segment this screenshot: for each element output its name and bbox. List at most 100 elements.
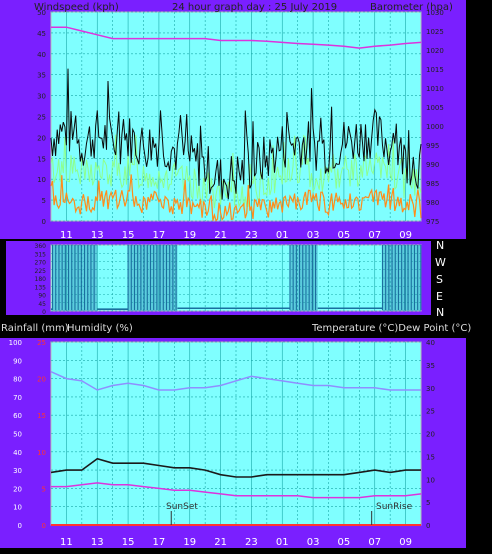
x-tick-label: 17 — [153, 230, 166, 241]
y-tick-label-temperature: 30 — [426, 385, 435, 393]
y-tick-label-windspeed: 35 — [37, 72, 46, 80]
y-tick-label-windspeed: 20 — [37, 134, 46, 142]
y-tick-label-humidity: 80 — [13, 376, 22, 384]
barometer-axis-title: Barometer (hpa) — [370, 2, 453, 13]
y-tick-label-temperature: 0 — [426, 522, 430, 530]
y-tick-label-temperature: 5 — [426, 499, 430, 507]
y-tick-label-barometer: 1030 — [426, 9, 444, 17]
x-tick-label: 19 — [183, 230, 196, 241]
humidity-axis-title: Humidity (%) — [67, 323, 133, 334]
x-tick-label: 03 — [307, 537, 320, 548]
y-tick-label-windspeed: 40 — [37, 51, 46, 59]
y-tick-label-humidity: 40 — [13, 449, 22, 457]
x-tick-label: 01 — [276, 230, 289, 241]
y-tick-label-humidity: 70 — [13, 394, 22, 402]
y-tick-label-humidity: 60 — [13, 412, 22, 420]
temperature-line — [50, 371, 421, 391]
dewpoint-line — [50, 457, 421, 478]
y-tick-label-windspeed: 0 — [42, 218, 46, 226]
y-tick-label-barometer: 995 — [426, 142, 439, 150]
y-tick-label-barometer: 990 — [426, 161, 439, 169]
y-tick-label-barometer: 980 — [426, 199, 439, 207]
y-tick-label-direction: 0 — [42, 309, 46, 316]
x-tick-label: 05 — [338, 230, 351, 241]
y-tick-label-direction: 360 — [35, 243, 47, 250]
y-tick-label-rainfall: 5 — [42, 485, 46, 493]
direction-letter-w: W — [435, 256, 446, 269]
x-tick-label: 09 — [399, 537, 412, 548]
grid-lines — [51, 11, 421, 526]
direction-letter-s: S — [436, 273, 443, 286]
sunrise-label: SunRise — [376, 502, 413, 512]
direction-letter-e: E — [436, 290, 443, 303]
y-tick-label-humidity: 30 — [13, 467, 22, 475]
y-tick-label-direction: 270 — [35, 260, 47, 267]
y-tick-label-temperature: 10 — [426, 476, 435, 484]
x-tick-label: 17 — [153, 537, 166, 548]
y-tick-label-direction: 90 — [38, 293, 46, 300]
x-tick-label: 23 — [245, 230, 258, 241]
x-tick-label: 15 — [122, 230, 135, 241]
x-tick-label: 21 — [214, 537, 227, 548]
y-tick-label-barometer: 1015 — [426, 66, 444, 74]
x-tick-label: 13 — [91, 537, 104, 548]
y-tick-label-humidity: 50 — [13, 431, 22, 439]
sunset-label: SunSet — [166, 502, 198, 512]
y-tick-label-windspeed: 45 — [37, 30, 46, 38]
temperature-axis-title: Temperature (°C)Dew Point (°C) — [311, 323, 471, 334]
x-tick-label: 03 — [307, 230, 320, 241]
chart-title: 24 hour graph day : 25 July 2019 — [172, 2, 337, 13]
y-tick-label-temperature: 40 — [426, 339, 435, 347]
y-tick-label-rainfall: 10 — [37, 449, 46, 457]
y-tick-label-windspeed: 15 — [37, 155, 46, 163]
y-tick-label-direction: 315 — [35, 251, 47, 258]
x-tick-label: 15 — [122, 537, 135, 548]
barometer-line — [51, 26, 422, 49]
x-tick-label: 01 — [276, 537, 289, 548]
y-tick-label-rainfall: 15 — [37, 412, 46, 420]
y-tick-label-windspeed: 10 — [37, 176, 46, 184]
x-tick-label: 09 — [399, 230, 412, 241]
y-tick-label-windspeed: 30 — [37, 93, 46, 101]
y-tick-label-barometer: 1025 — [426, 28, 444, 36]
y-tick-label-rainfall: 25 — [37, 339, 46, 347]
y-tick-label-barometer: 1010 — [426, 85, 444, 93]
y-tick-label-temperature: 35 — [426, 362, 435, 370]
wind-gust-line — [50, 68, 422, 200]
x-tick-label: 21 — [214, 230, 227, 241]
y-tick-label-temperature: 15 — [426, 453, 435, 461]
y-tick-label-temperature: 25 — [426, 408, 435, 416]
x-tick-label: 07 — [368, 537, 381, 548]
y-tick-label-humidity: 10 — [13, 504, 22, 512]
x-tick-label: 11 — [60, 230, 73, 241]
y-tick-label-windspeed: 25 — [37, 114, 46, 122]
y-tick-label-windspeed: 50 — [37, 9, 46, 17]
y-tick-label-humidity: 90 — [13, 357, 22, 365]
y-tick-label-rainfall: 0 — [42, 522, 46, 530]
y-tick-label-direction: 225 — [35, 268, 47, 275]
y-tick-label-humidity: 100 — [9, 339, 22, 347]
y-tick-label-temperature: 20 — [426, 431, 435, 439]
direction-letter-n-bottom: N — [436, 306, 444, 319]
x-tick-label: 07 — [368, 230, 381, 241]
wind-lull-line — [50, 174, 422, 222]
y-tick-label-humidity: 0 — [18, 522, 22, 530]
x-tick-label: 23 — [245, 537, 258, 548]
y-tick-label-barometer: 1020 — [426, 47, 444, 55]
y-tick-label-barometer: 1005 — [426, 104, 444, 112]
y-tick-label-barometer: 985 — [426, 180, 439, 188]
humidity-line — [51, 482, 422, 499]
y-tick-label-windspeed: 5 — [42, 197, 46, 205]
series-lines — [50, 26, 422, 526]
y-tick-label-rainfall: 20 — [37, 376, 46, 384]
y-tick-label-barometer: 975 — [426, 218, 439, 226]
windspeed-axis-title: Windspeed (kph) — [34, 2, 119, 13]
y-tick-label-direction: 135 — [35, 284, 47, 291]
x-tick-label: 13 — [91, 230, 104, 241]
y-tick-label-direction: 180 — [35, 276, 47, 283]
y-tick-label-humidity: 20 — [13, 485, 22, 493]
x-tick-label: 19 — [183, 537, 196, 548]
